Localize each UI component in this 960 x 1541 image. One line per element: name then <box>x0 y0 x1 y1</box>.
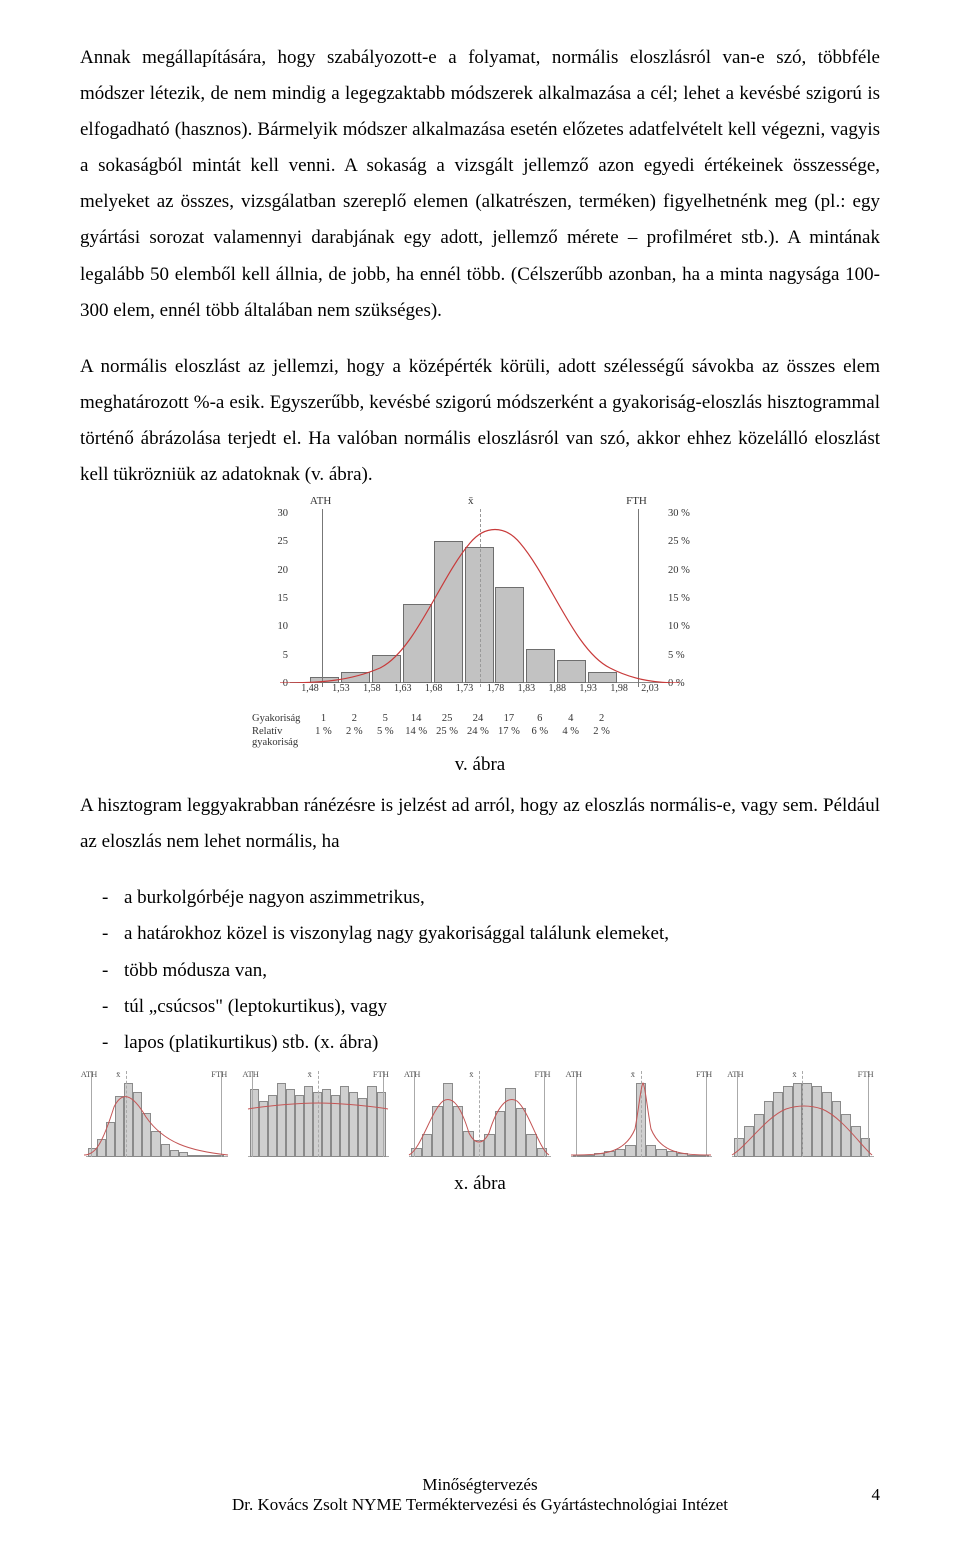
paragraph-1: Annak megállapítására, hogy szabályozott… <box>80 40 880 329</box>
hist-bin-edge: 1,93 <box>579 683 597 694</box>
small-fig-label-mean: x̄ <box>631 1069 635 1079</box>
small-fig-label-mean: x̄ <box>308 1069 312 1079</box>
bullet-item: a határokhoz közel is viszonylag nagy gy… <box>108 916 880 952</box>
hist-limit-line <box>638 509 639 687</box>
small-fig-leptokurtic: ATH x̄ FTH <box>565 1071 719 1167</box>
small-fig-label-fth: FTH <box>373 1069 389 1079</box>
small-fig-label-ath: ATH <box>242 1069 259 1079</box>
hist-bar <box>588 672 617 683</box>
hist-limit-line <box>322 509 323 687</box>
small-fig-label-mean: x̄ <box>116 1069 120 1079</box>
bullet-item: túl „csúcsos" (leptokurtikus), vagy <box>108 989 880 1025</box>
footer: Minőségtervezés Dr. Kovács Zsolt NYME Te… <box>80 1475 880 1515</box>
hist-row-relfreq: Relatív gyakoriság1 %2 %5 %14 %25 %24 %1… <box>250 726 710 748</box>
paragraph-3: A hisztogram leggyakrabban ránézésre is … <box>80 788 880 860</box>
y-tick-left: 5 <box>272 650 288 661</box>
y-tick-left: 15 <box>272 593 288 604</box>
small-fig-label-ath: ATH <box>404 1069 421 1079</box>
hist-bin-edge: 1,98 <box>610 683 628 694</box>
hist-bin-edge: 1,48 <box>301 683 319 694</box>
footer-line1: Minőségtervezés <box>80 1475 880 1495</box>
y-tick-right: 30 % <box>668 508 704 519</box>
y-tick-left: 20 <box>272 565 288 576</box>
hist-bin-edge: 2,03 <box>641 683 659 694</box>
small-fig-label-ath: ATH <box>727 1069 744 1079</box>
hist-label-fth: FTH <box>626 495 647 507</box>
hist-bin-edge: 1,53 <box>332 683 350 694</box>
figure-small-multiples: ATH x̄ FTH ATH x̄ FTH ATH x̄ FTH ATH x̄ FTH ATH x̄ FTH <box>80 1071 880 1167</box>
y-tick-right: 10 % <box>668 621 704 632</box>
small-fig-uniform-near-limits: ATH x̄ FTH <box>242 1071 396 1167</box>
caption-v: v. ábra <box>80 754 880 776</box>
y-tick-left: 10 <box>272 621 288 632</box>
y-tick-left: 30 <box>272 508 288 519</box>
small-fig-label-mean: x̄ <box>469 1069 473 1079</box>
hist-bar <box>495 587 524 683</box>
hist-bar <box>372 655 401 683</box>
hist-bar <box>403 604 432 683</box>
hist-bin-edge: 1,63 <box>394 683 412 694</box>
caption-x: x. ábra <box>80 1173 880 1195</box>
bullet-item: lapos (platikurtikus) stb. (x. ábra) <box>108 1025 880 1061</box>
y-tick-right: 15 % <box>668 593 704 604</box>
small-fig-label-ath: ATH <box>566 1069 583 1079</box>
hist-bin-edge: 1,73 <box>456 683 474 694</box>
small-fig-bimodal: ATH x̄ FTH <box>403 1071 557 1167</box>
small-fig-skew-left: ATH x̄ FTH <box>80 1071 234 1167</box>
hist-label-mean: x̄ <box>468 495 474 507</box>
y-tick-right: 20 % <box>668 565 704 576</box>
bullet-item: a burkolgórbéje nagyon aszimmetrikus, <box>108 880 880 916</box>
hist-bin-edge: 1,78 <box>487 683 505 694</box>
hist-bin-edge: 1,68 <box>425 683 443 694</box>
hist-limit-line <box>480 509 481 687</box>
footer-line2: Dr. Kovács Zsolt NYME Terméktervezési és… <box>80 1495 880 1515</box>
small-fig-label-fth: FTH <box>534 1069 550 1079</box>
figure-main-histogram: 0510152025300 %5 %10 %15 %20 %25 %30 %AT… <box>80 513 880 748</box>
hist-bar <box>434 541 463 683</box>
hist-bin-edge: 1,58 <box>363 683 381 694</box>
hist-row-freq: Gyakoriság12514252417642 <box>250 713 710 724</box>
y-tick-right: 25 % <box>668 536 704 547</box>
y-tick-right: 5 % <box>668 650 704 661</box>
bullet-item: több módusza van, <box>108 953 880 989</box>
hist-label-ath: ATH <box>310 495 331 507</box>
small-fig-label-mean: x̄ <box>792 1069 796 1079</box>
hist-bar <box>557 660 586 683</box>
small-fig-platykurtic: ATH x̄ FTH <box>726 1071 880 1167</box>
hist-bar <box>341 672 370 683</box>
hist-bar <box>526 649 555 683</box>
small-fig-label-ath: ATH <box>81 1069 98 1079</box>
paragraph-2: A normális eloszlást az jellemzi, hogy a… <box>80 349 880 493</box>
hist-bin-edge: 1,83 <box>518 683 536 694</box>
hist-bin-edge: 1,88 <box>549 683 567 694</box>
small-fig-label-fth: FTH <box>211 1069 227 1079</box>
page-number: 4 <box>872 1485 881 1505</box>
small-fig-label-fth: FTH <box>696 1069 712 1079</box>
small-fig-label-fth: FTH <box>858 1069 874 1079</box>
bullet-list: a burkolgórbéje nagyon aszimmetrikus, a … <box>80 880 880 1060</box>
y-tick-left: 25 <box>272 536 288 547</box>
